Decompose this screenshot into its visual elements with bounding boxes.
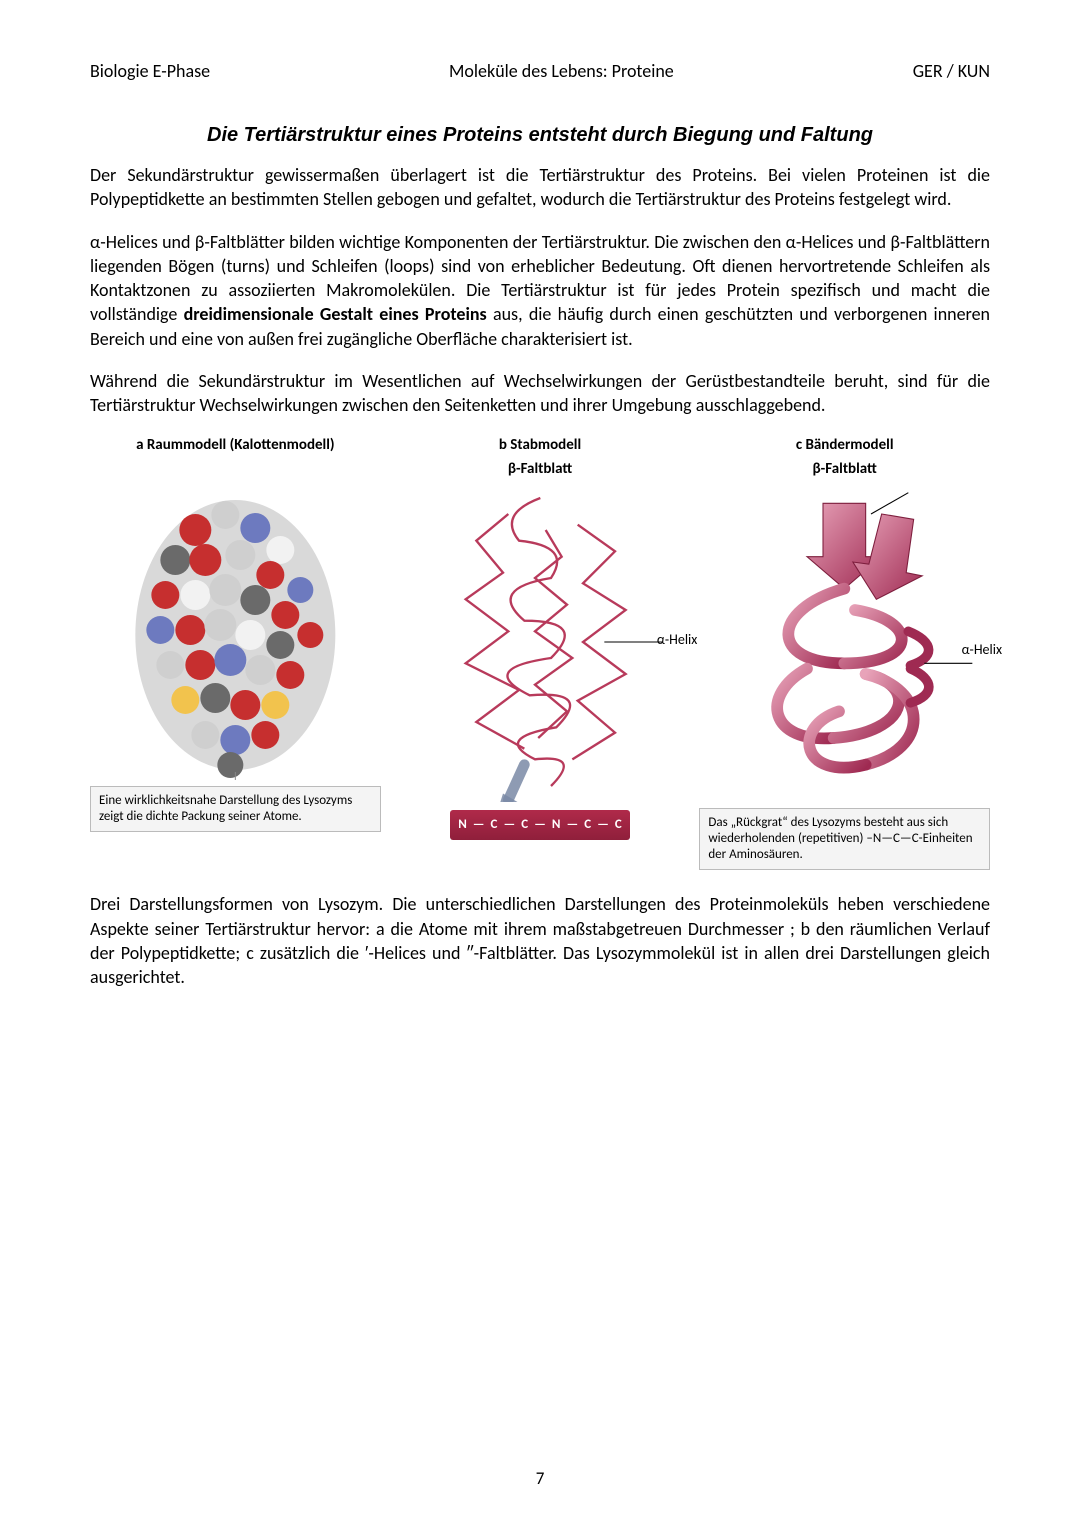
backbone-atom: N	[458, 817, 467, 832]
backbone-atom: C	[584, 817, 591, 832]
model-b-alpha-helix-label: α-Helix	[657, 631, 697, 648]
header-left: Biologie E-Phase	[90, 60, 210, 82]
stick-model-icon	[395, 482, 686, 802]
backbone-bar: N— C— C— N— C— C	[450, 810, 630, 840]
figure-three-models: a Raummodell (Kalottenmodell)	[90, 436, 990, 990]
ribbon-model-icon	[699, 482, 990, 802]
paragraph-2: α-Helices und β-Faltblätter bilden wicht…	[90, 230, 990, 351]
backbone-atom: C	[491, 817, 498, 832]
page-number: 7	[0, 1468, 1080, 1489]
model-a-title: a Raummodell (Kalottenmodell)	[136, 436, 335, 454]
paragraph-2-bold: dreidimensionale Gestalt eines Proteins	[184, 303, 487, 325]
figure-caption: Drei Darstellungsformen von Lysozym. Die…	[90, 892, 990, 989]
model-b-title: b Stabmodell	[499, 436, 581, 454]
header-right: GER / KUN	[913, 60, 990, 82]
model-b-sublabel: β-Faltblatt	[508, 460, 572, 478]
paragraph-1: Der Sekundärstruktur gewissermaßen überl…	[90, 163, 990, 212]
page-header: Biologie E-Phase Moleküle des Lebens: Pr…	[90, 60, 990, 82]
model-c-sublabel: β-Faltblatt	[812, 460, 876, 478]
model-c-callout: Das „Rückgrat“ des Lysozyms besteht aus …	[699, 808, 990, 871]
backbone-atom: C	[521, 817, 528, 832]
backbone-atom: N	[552, 817, 561, 832]
section-heading: Die Tertiärstruktur eines Proteins entst…	[90, 124, 990, 147]
model-a: a Raummodell (Kalottenmodell)	[90, 436, 381, 871]
header-center: Moleküle des Lebens: Proteine	[449, 60, 674, 82]
model-c-title: c Bändermodell	[796, 436, 894, 454]
space-filling-model-icon	[90, 460, 381, 780]
model-c-alpha-helix-label: α-Helix	[962, 641, 1002, 658]
model-b: b Stabmodell β-Faltblatt α-Helix N— C—	[395, 436, 686, 871]
model-a-callout: Eine wirklichkeitsnahe Darstellung des L…	[90, 786, 381, 833]
paragraph-3: Während die Sekundärstruktur im Wesentli…	[90, 369, 990, 418]
model-c: c Bändermodell β-Faltblatt	[699, 436, 990, 871]
backbone-atom: C	[615, 817, 622, 832]
